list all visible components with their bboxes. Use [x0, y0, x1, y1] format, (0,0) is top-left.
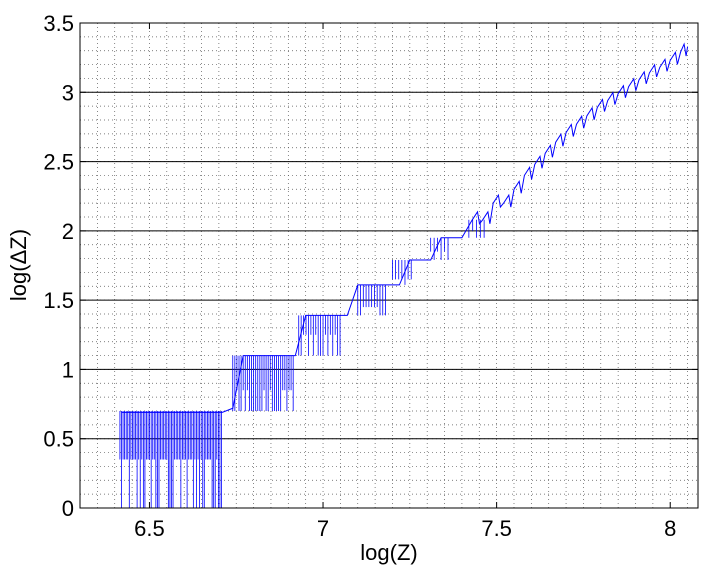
y-axis-ticks: 0 0.5 1 1.5 2 2.5 3 3.5: [43, 11, 698, 521]
y-tick-label: 1.5: [43, 288, 74, 313]
y-tick-label: 2: [62, 219, 74, 244]
x-tick-label: 6.5: [134, 516, 165, 541]
x-axis-title: log(Z): [360, 540, 417, 565]
series-group: [121, 42, 689, 413]
y-tick-label: 2.5: [43, 150, 74, 175]
plot-background: [80, 23, 698, 508]
y-tick-label: 0.5: [43, 427, 74, 452]
fluctuation-marks: [119, 219, 485, 508]
y-tick-label: 0: [62, 496, 74, 521]
minor-grid: [80, 23, 698, 508]
series-line: [121, 42, 689, 413]
plot-frame: [79, 22, 699, 509]
y-tick-label: 3.5: [43, 11, 74, 36]
x-tick-label: 8: [664, 516, 676, 541]
x-tick-label: 7.5: [481, 516, 512, 541]
y-tick-label: 3: [62, 80, 74, 105]
y-axis-title: log(ΔZ): [6, 229, 31, 301]
major-grid: [80, 91, 698, 440]
x-axis-ticks: 6.5 7 7.5 8: [134, 23, 676, 541]
y-tick-label: 1: [62, 357, 74, 382]
x-tick-label: 7: [317, 516, 329, 541]
